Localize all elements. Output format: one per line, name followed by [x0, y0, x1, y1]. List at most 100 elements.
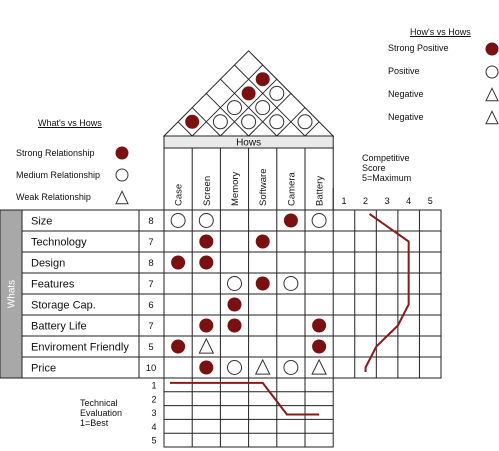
competitive-scale-label: 4	[406, 196, 411, 206]
legend-weak-relationship-label: Weak Relationship	[16, 192, 91, 202]
legend-strong-symbol	[115, 146, 129, 160]
what-importance-value: 8	[148, 258, 153, 269]
roof-grid-line	[177, 121, 193, 137]
relationship-symbol	[227, 318, 242, 333]
legend-negative-label-2: Negative	[388, 112, 424, 122]
competitive-title-line-2: Score	[362, 163, 386, 173]
technical-scale-label: 2	[151, 394, 156, 404]
technical-scale-label: 1	[151, 381, 156, 391]
roof-grid-line	[248, 93, 292, 137]
legend-medium-relationship-label: Medium Relationship	[16, 170, 101, 180]
how-column-label-camera: Camera	[286, 171, 297, 206]
competitive-title-line-3: 5=Maximum	[362, 173, 412, 183]
relationship-symbol	[199, 234, 214, 249]
what-row-label: Price	[31, 363, 56, 375]
relationship-symbol	[198, 337, 215, 354]
roof-correlation-symbol	[297, 114, 313, 130]
technical-evaluation-line	[170, 381, 320, 416]
legend-negative-triangle-icon-2	[485, 110, 499, 125]
roof-grid-line	[304, 121, 320, 137]
how-column-label-screen: Screen	[202, 176, 213, 206]
technical-scale-label: 5	[151, 436, 156, 446]
whats-vs-hows-legend-title: What's vs Hows	[38, 118, 102, 128]
roof-grid-line	[205, 93, 249, 137]
roof-grid-line	[220, 78, 278, 137]
what-importance-value: 8	[148, 216, 153, 227]
relationship-symbol	[255, 234, 270, 249]
legend-medium-symbol	[115, 168, 129, 182]
relationship-matrix: Hows Case Screen Memory Software Camera Batter…	[0, 135, 442, 379]
relationship-symbol	[254, 358, 271, 375]
roof-grid-line	[234, 64, 306, 137]
technical-title-line-1: Technical	[80, 398, 118, 408]
what-row-label: Design	[31, 258, 65, 270]
what-importance-value: 5	[148, 342, 153, 353]
relationship-symbol	[199, 255, 214, 270]
hows-header-label: Hows	[236, 138, 261, 149]
legend-strong-relationship-label: Strong Relationship	[16, 148, 95, 158]
roof-correlation-symbol	[212, 114, 228, 130]
competitive-scale-label: 1	[341, 196, 346, 206]
roof-correlation-symbol	[185, 114, 200, 129]
what-row-label: Storage Cap.	[31, 300, 96, 312]
legend-negative-triangle-icon	[485, 87, 499, 102]
relationship-symbol	[199, 360, 214, 375]
roof-grid-line	[191, 107, 221, 137]
technical-scale-label: 3	[151, 408, 156, 418]
competitive-scale-label: 5	[428, 196, 433, 206]
what-row-label: Enviroment Friendly	[31, 342, 129, 354]
relationship-symbol	[170, 213, 186, 228]
roof-correlation-symbol	[227, 100, 242, 116]
technical-evaluation-chart: 1 2 3 4 5	[151, 377, 334, 448]
relationship-symbol	[283, 360, 299, 375]
roof-correlation-symbol	[241, 114, 257, 130]
competitive-score-line	[364, 213, 410, 372]
competitive-score-chart	[364, 213, 410, 372]
competitive-scale-label: 2	[363, 196, 368, 206]
legend-positive-symbol	[485, 65, 499, 79]
relationship-symbol	[227, 297, 242, 312]
legend-weak-triangle-icon	[115, 190, 129, 205]
legend-strong-positive-label: Strong Positive	[388, 43, 449, 53]
roof-correlation-symbol	[241, 86, 256, 101]
hows-vs-hows-legend-title: How's vs Hows	[410, 27, 471, 37]
how-column-label-case: Case	[174, 184, 185, 206]
relationship-symbol	[227, 360, 242, 375]
what-importance-value: 10	[146, 363, 157, 374]
relationship-symbol	[312, 339, 327, 354]
relationship-symbol	[283, 213, 298, 228]
what-importance-value: 7	[148, 237, 153, 248]
technical-scale-label: 4	[151, 422, 156, 432]
relationship-symbol	[171, 339, 186, 354]
whats-side-label: Whats	[7, 280, 18, 308]
roof-correlation-symbol	[255, 72, 270, 87]
relationship-symbol	[311, 358, 327, 375]
roof-correlation-symbol	[255, 100, 271, 116]
competitive-score-title: Competitive Score 5=Maximum	[362, 153, 411, 183]
relationship-symbol	[227, 276, 242, 291]
correlation-roof	[162, 50, 335, 137]
how-column-label-memory: Memory	[230, 171, 241, 206]
roof-correlation-symbol	[269, 114, 285, 130]
legend-negative-label: Negative	[388, 89, 424, 99]
how-column-label-software: Software	[258, 169, 269, 207]
relationship-symbol	[312, 318, 327, 333]
relationship-symbol	[311, 213, 327, 228]
relationship-symbol	[283, 276, 299, 291]
relationship-symbol	[171, 255, 186, 270]
roof-correlation-symbol	[269, 85, 285, 101]
relationship-symbol	[255, 276, 270, 291]
competitive-title-line-1: Competitive	[362, 153, 410, 163]
competitive-scale-label: 3	[385, 196, 390, 206]
relationship-symbol	[199, 318, 214, 333]
legend-symbols	[115, 42, 499, 205]
legend-positive-label: Positive	[388, 66, 420, 76]
what-importance-value: 7	[148, 279, 153, 290]
technical-title-line-2: Evaluation	[80, 408, 123, 418]
technical-title-line-3: 1=Best	[80, 418, 109, 428]
what-row-label: Technology	[31, 237, 87, 249]
what-row-label: Battery Life	[31, 321, 87, 333]
how-column-label-battery: Battery	[315, 176, 326, 206]
what-row-label: Size	[31, 216, 52, 228]
